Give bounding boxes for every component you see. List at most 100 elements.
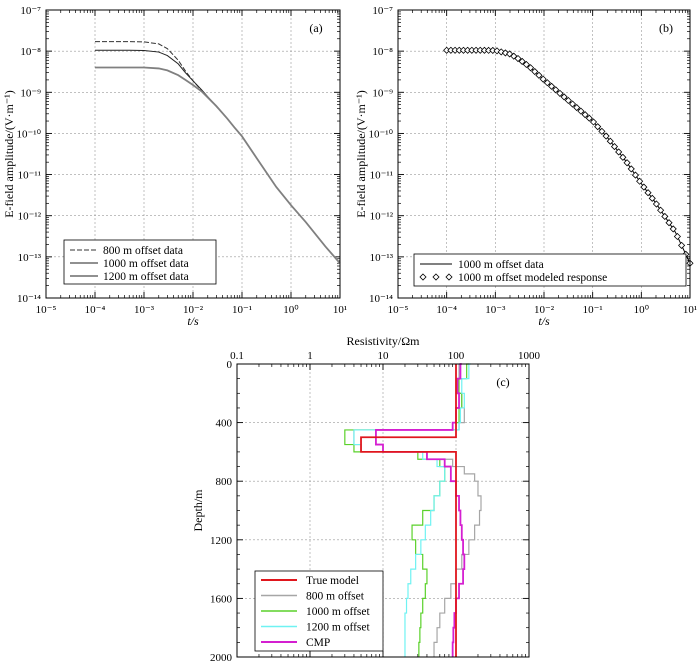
data-point [527, 64, 535, 72]
y-tick-label: 10⁻¹⁰ [16, 128, 41, 140]
series-modeled-response [443, 46, 694, 267]
x-tick-label: 10⁻³ [485, 304, 506, 316]
y-tick-label: 400 [216, 418, 233, 430]
y-tick-label: 10⁻¹² [370, 211, 394, 223]
data-point [644, 189, 652, 197]
panel-label: (b) [659, 21, 673, 35]
legend-marker [432, 273, 440, 281]
data-point [594, 123, 602, 131]
y-tick-label: 800 [216, 476, 233, 488]
data-point [568, 100, 577, 108]
panel-c: 0.1 1 10 100 1000 0 400 800 1200 1600 2000 (c) Resis… [191, 334, 541, 664]
x-axis-label: Resistivity/Ωm [347, 334, 421, 348]
data-point [610, 143, 619, 151]
data-point [648, 194, 656, 202]
data-point [506, 50, 514, 58]
series-line-2 [95, 66, 341, 264]
series-step-4 [375, 363, 466, 657]
legend-label: 1000 m offset data [103, 258, 189, 270]
series-step-0 [360, 364, 457, 657]
y-axis-label: Depth/m [191, 489, 205, 532]
x-tick-label: 10⁻¹ [232, 304, 252, 316]
x-tick-label: 10 [378, 350, 390, 362]
y-tick-label: 10⁻⁹ [20, 87, 41, 99]
data-point [564, 96, 572, 105]
y-tick-label: 0 [227, 359, 233, 371]
legend-marker [419, 273, 427, 281]
series-line-1 [95, 49, 341, 264]
series-step-1 [353, 364, 482, 657]
data-point [535, 71, 543, 79]
plot-frame [236, 363, 530, 658]
legend-label: 800 m offset [306, 591, 365, 603]
y-tick-label: 2000 [210, 652, 233, 664]
y-tick-label: 10⁻¹⁴ [17, 293, 41, 305]
data-point [640, 183, 648, 191]
y-tick-label: 10⁻¹⁴ [369, 293, 393, 305]
plot-frame [397, 9, 691, 299]
data-point [673, 232, 681, 241]
x-tick-label: 10⁻² [183, 304, 204, 316]
legend-label: 1000 m offset data [458, 259, 544, 271]
x-tick-label: 10¹ [333, 304, 347, 316]
y-tick-label: 1200 [210, 535, 233, 547]
data-point [602, 132, 610, 140]
data-point [539, 75, 547, 83]
x-axis-label: t/s [187, 314, 199, 328]
legend-label: 1000 m offset modeled response [458, 272, 607, 284]
x-tick-label: 10⁰ [634, 304, 650, 316]
data-point [573, 103, 581, 112]
y-tick-label: 1600 [210, 593, 233, 605]
x-tick-label: 10⁰ [283, 304, 299, 316]
data-point [531, 67, 539, 76]
plot-frame [45, 9, 341, 299]
legend-label: 1200 m offset [306, 622, 370, 634]
x-tick-label: 10⁻² [534, 304, 555, 316]
data-point [489, 46, 497, 54]
legend: True model 800 m offset 1000 m offset 1200 … [254, 570, 384, 652]
data-point [678, 241, 686, 249]
data-point [669, 225, 677, 233]
data-point [665, 219, 673, 227]
data-point [627, 165, 635, 173]
data-point [598, 127, 606, 135]
data-point [615, 148, 623, 156]
series-line-0 [446, 49, 691, 264]
data-point [514, 54, 522, 63]
y-tick-label: 10⁻⁷ [20, 5, 41, 17]
data-point [552, 86, 560, 94]
y-tick-label: 10⁻⁹ [372, 87, 393, 99]
x-tick-label: 10⁻³ [134, 304, 155, 316]
legend-label: 1200 m offset data [103, 271, 189, 283]
y-axis-label: E-field amplitude/(V·m⁻¹) [354, 90, 368, 218]
y-tick-label: 10⁻⁸ [372, 46, 393, 58]
data-point [518, 57, 526, 66]
y-tick-label: 10⁻⁸ [20, 46, 41, 58]
x-tick-label: 10⁻⁵ [36, 304, 57, 316]
x-tick-label: 0.1 [230, 350, 244, 362]
data-point [589, 118, 598, 126]
x-axis-label: t/s [538, 314, 550, 328]
data-point [606, 137, 614, 145]
legend-label: True model [306, 575, 359, 587]
data-point [543, 79, 551, 87]
data-point [556, 89, 564, 97]
y-tick-label: 10⁻¹⁰ [368, 128, 393, 140]
y-tick-label: 10⁻¹² [18, 211, 42, 223]
data-point [623, 159, 631, 167]
x-tick-label: 1 [307, 350, 313, 362]
x-tick-label: 10⁻⁴ [436, 304, 457, 316]
legend-label: CMP [306, 637, 330, 649]
data-point [657, 206, 665, 214]
x-tick-label: 10⁻⁵ [388, 304, 409, 316]
legend-label: 1000 m offset [306, 606, 370, 618]
panel-a: 10⁻⁵ 10⁻⁴ 10⁻³ 10⁻² 10⁻¹ 10⁰ 10¹ 10⁻¹⁴ 10⁻¹³ 10⁻¹… [2, 5, 347, 328]
y-axis-label: E-field amplitude/(V·m⁻¹) [2, 90, 16, 218]
x-tick-label: 100 [448, 350, 465, 362]
data-point [560, 93, 568, 101]
y-tick-label: 10⁻¹¹ [370, 170, 393, 182]
x-tick-label: 10⁻⁴ [85, 304, 106, 316]
panel-b: 10⁻⁵ 10⁻⁴ 10⁻³ 10⁻² 10⁻¹ 10⁰ 10¹ 10⁻¹⁴ 10⁻¹³ 10⁻¹… [354, 5, 697, 328]
